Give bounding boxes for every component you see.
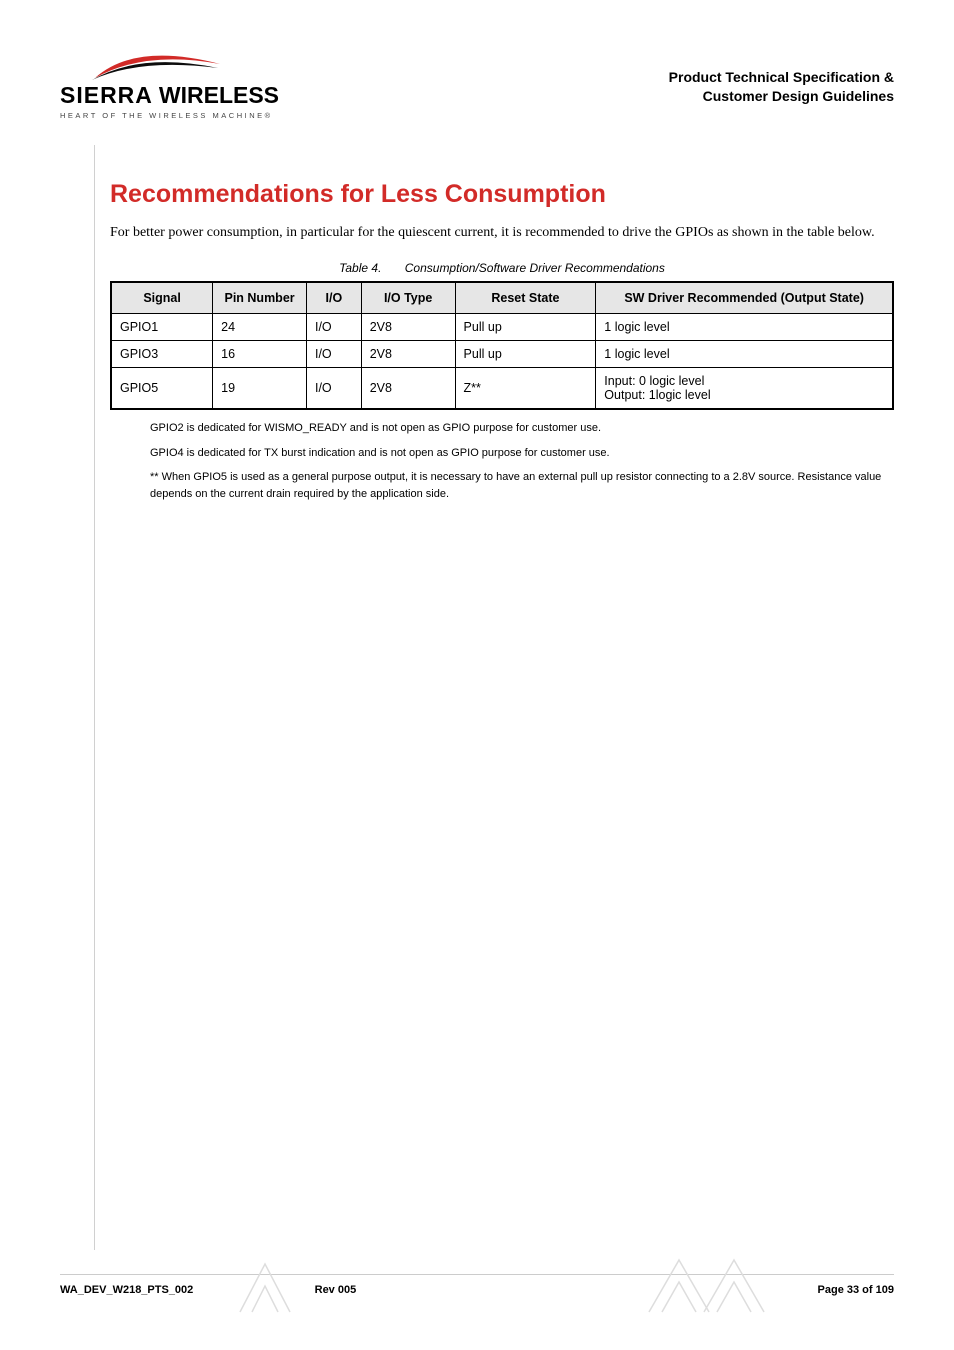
table-header-cell: Signal (111, 282, 213, 314)
table-notes: GPIO2 is dedicated for WISMO_READY and i… (150, 420, 894, 502)
page: SIERRA WIRELESS HEART OF THE WIRELESS MA… (0, 0, 954, 1350)
logo-wordmark: SIERRA WIRELESS (60, 82, 360, 109)
content-area: Recommendations for Less Consumption For… (110, 180, 894, 502)
table-label: Table 4. (339, 261, 381, 275)
table-caption: Table 4. Consumption/Software Driver Rec… (110, 261, 894, 275)
logo-word-wireless: WIRELESS (159, 82, 279, 109)
footer-doc-id: WA_DEV_W218_PTS_002 (60, 1284, 193, 1296)
spec-table: SignalPin NumberI/OI/O TypeReset StateSW… (110, 281, 894, 410)
logo-tagline: HEART OF THE WIRELESS MACHINE® (60, 111, 360, 120)
logo-block: SIERRA WIRELESS HEART OF THE WIRELESS MA… (60, 50, 360, 120)
table-header-cell: Pin Number (213, 282, 307, 314)
table-cell: GPIO5 (111, 368, 213, 410)
table-cell: 1 logic level (596, 314, 893, 341)
table-header-cell: I/O Type (361, 282, 455, 314)
table-row: GPIO316I/O2V8Pull up1 logic level (111, 341, 893, 368)
table-cell: Input: 0 logic levelOutput: 1logic level (596, 368, 893, 410)
vertical-rule (94, 145, 95, 1250)
table-row: GPIO519I/O2V8Z**Input: 0 logic levelOutp… (111, 368, 893, 410)
doc-title-line1: Product Technical Specification & (669, 68, 894, 87)
table-header-cell: SW Driver Recommended (Output State) (596, 282, 893, 314)
table-cell: 2V8 (361, 341, 455, 368)
table-cell: 19 (213, 368, 307, 410)
footer-rev: Rev 005 (315, 1284, 357, 1296)
table-cell: 16 (213, 341, 307, 368)
table-cell: Z** (455, 368, 596, 410)
section-intro: For better power consumption, in particu… (110, 223, 894, 243)
footer-text-row: WA_DEV_W218_PTS_002 Rev 005 Page 33 of 1… (60, 1284, 894, 1296)
footer-page-number: Page 33 of 109 (818, 1284, 894, 1296)
table-cell: GPIO1 (111, 314, 213, 341)
table-cell: 1 logic level (596, 341, 893, 368)
table-caption-text: Consumption/Software Driver Recommendati… (405, 261, 665, 275)
table-cell: GPIO3 (111, 341, 213, 368)
section-heading: Recommendations for Less Consumption (110, 180, 894, 209)
note-gpio5: ** When GPIO5 is used as a general purpo… (150, 469, 894, 502)
table-cell: Pull up (455, 314, 596, 341)
table-cell: I/O (306, 314, 361, 341)
table-cell: Pull up (455, 341, 596, 368)
footer: WA_DEV_W218_PTS_002 Rev 005 Page 33 of 1… (60, 1262, 894, 1312)
logo-swoosh-icon (90, 50, 210, 82)
note-gpio4: GPIO4 is dedicated for TX burst indicati… (150, 445, 894, 462)
table-cell: 24 (213, 314, 307, 341)
table-row: GPIO124I/O2V8Pull up1 logic level (111, 314, 893, 341)
table-cell: I/O (306, 368, 361, 410)
header: SIERRA WIRELESS HEART OF THE WIRELESS MA… (60, 50, 894, 120)
doc-title-line2: Customer Design Guidelines (669, 87, 894, 106)
table-header-cell: Reset State (455, 282, 596, 314)
table-cell: I/O (306, 341, 361, 368)
note-gpio2: GPIO2 is dedicated for WISMO_READY and i… (150, 420, 894, 437)
table-header-row: SignalPin NumberI/OI/O TypeReset StateSW… (111, 282, 893, 314)
doc-title: Product Technical Specification & Custom… (669, 68, 894, 106)
table-cell: 2V8 (361, 314, 455, 341)
logo-word-sierra: SIERRA (60, 82, 153, 109)
table-header-cell: I/O (306, 282, 361, 314)
table-cell: 2V8 (361, 368, 455, 410)
